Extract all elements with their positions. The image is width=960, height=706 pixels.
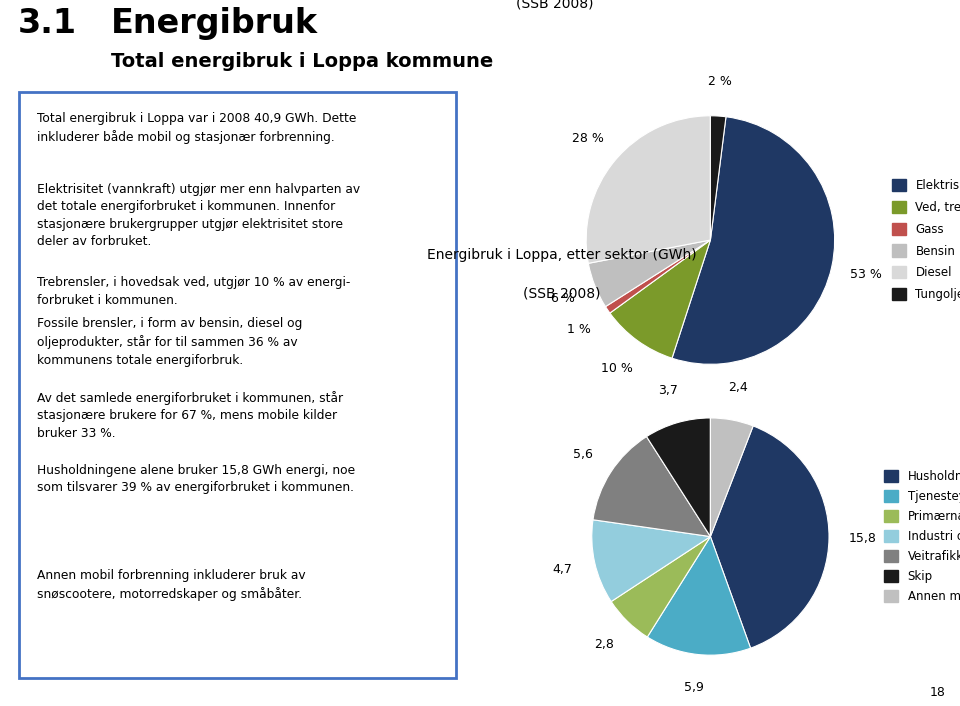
Wedge shape [672, 116, 834, 364]
Text: Energibruk i Loppa, etter sektor (GWh): Energibruk i Loppa, etter sektor (GWh) [427, 248, 697, 262]
Text: 2 %: 2 % [708, 75, 732, 88]
Legend: Husholdninger, Tjenesteyting, Primærnæring, Industri og bergverk, Veitrafikk, Sk: Husholdninger, Tjenesteyting, Primærnæri… [879, 465, 960, 608]
Text: 3.1: 3.1 [18, 7, 77, 40]
Text: Total energibruk i Loppa kommune: Total energibruk i Loppa kommune [111, 52, 493, 71]
Text: 3,7: 3,7 [658, 384, 678, 397]
Text: 53 %: 53 % [850, 268, 881, 281]
Text: 5,9: 5,9 [684, 681, 704, 694]
FancyBboxPatch shape [19, 92, 456, 678]
Text: 6 %: 6 % [551, 292, 574, 305]
Text: 4,7: 4,7 [552, 563, 572, 576]
Text: Trebrensler, i hovedsak ved, utgjør 10 % av energi-
forbruket i kommunen.: Trebrensler, i hovedsak ved, utgjør 10 %… [36, 276, 350, 307]
Wedge shape [593, 436, 710, 537]
Text: Husholdningene alene bruker 15,8 GWh energi, noe
som tilsvarer 39 % av energifor: Husholdningene alene bruker 15,8 GWh ene… [36, 464, 355, 494]
Wedge shape [710, 426, 829, 648]
Wedge shape [606, 240, 710, 313]
Wedge shape [588, 240, 710, 306]
Text: 18: 18 [929, 686, 946, 699]
Wedge shape [591, 520, 710, 602]
Text: Fossile brensler, i form av bensin, diesel og
oljeprodukter, står for til sammen: Fossile brensler, i form av bensin, dies… [36, 318, 302, 367]
Wedge shape [610, 240, 710, 358]
Wedge shape [710, 116, 726, 240]
Text: 10 %: 10 % [601, 362, 633, 375]
Legend: Elektrisitet, Ved, treavfall og avlut, Gass, Bensin, Diesel, Tungolje og spillol: Elektrisitet, Ved, treavfall og avlut, G… [887, 174, 960, 306]
Wedge shape [612, 537, 710, 637]
Wedge shape [587, 116, 710, 263]
Text: 28 %: 28 % [572, 132, 604, 145]
Text: 15,8: 15,8 [849, 532, 876, 545]
Text: Annen mobil forbrenning inkluderer bruk av
snøscootere, motorredskaper og småbåt: Annen mobil forbrenning inkluderer bruk … [36, 569, 305, 602]
Text: (SSB 2008): (SSB 2008) [523, 287, 601, 301]
Wedge shape [646, 418, 710, 537]
Text: Elektrisitet (vannkraft) utgjør mer enn halvparten av
det totale energiforbruket: Elektrisitet (vannkraft) utgjør mer enn … [36, 183, 360, 248]
Wedge shape [647, 537, 751, 655]
Text: Energibruk: Energibruk [111, 7, 318, 40]
Text: 2,8: 2,8 [594, 638, 614, 652]
Text: (SSB 2008): (SSB 2008) [516, 0, 594, 11]
Text: 2,4: 2,4 [729, 381, 748, 394]
Text: Total energibruk i Loppa var i 2008 40,9 GWh. Dette
inkluderer både mobil og sta: Total energibruk i Loppa var i 2008 40,9… [36, 112, 356, 144]
Text: 5,6: 5,6 [573, 448, 592, 461]
Text: Av det samlede energiforbruket i kommunen, står
stasjonære brukere for 67 %, men: Av det samlede energiforbruket i kommune… [36, 390, 343, 440]
Text: 1 %: 1 % [567, 323, 590, 336]
Wedge shape [710, 418, 754, 537]
